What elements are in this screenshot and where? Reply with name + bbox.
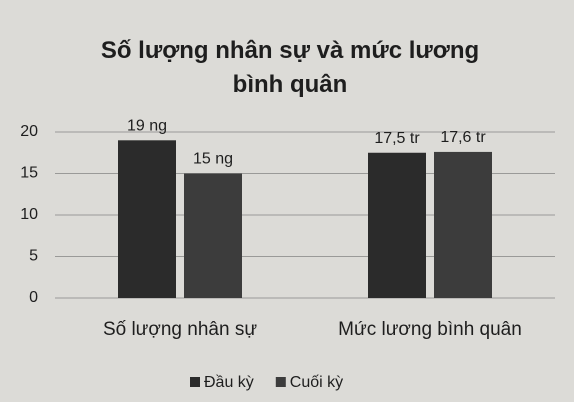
y-tick-label: 20 xyxy=(20,123,38,140)
legend-swatch xyxy=(190,377,200,387)
bar xyxy=(118,140,176,298)
value-label: 17,5 tr xyxy=(374,130,420,147)
y-tick-label: 15 xyxy=(20,165,38,182)
bar xyxy=(368,152,426,298)
value-label: 15 ng xyxy=(193,151,233,168)
y-tick-label: 10 xyxy=(20,206,38,223)
y-tick-label: 5 xyxy=(29,248,38,265)
chart-title: Số lượng nhân sự và mức lương bình quân xyxy=(100,37,480,98)
bar xyxy=(434,151,492,298)
bar xyxy=(184,173,242,298)
legend-label: Cuối kỳ xyxy=(290,374,343,391)
value-label: 17,6 tr xyxy=(440,129,486,146)
legend-swatch xyxy=(275,377,286,387)
legend-label: Đầu kỳ xyxy=(204,374,254,391)
x-tick-label: Số lượng nhân sự xyxy=(103,319,257,340)
x-tick-label: Mức lương bình quân xyxy=(338,319,522,340)
value-label: 19 ng xyxy=(127,118,167,135)
y-tick-label: 0 xyxy=(29,289,38,306)
